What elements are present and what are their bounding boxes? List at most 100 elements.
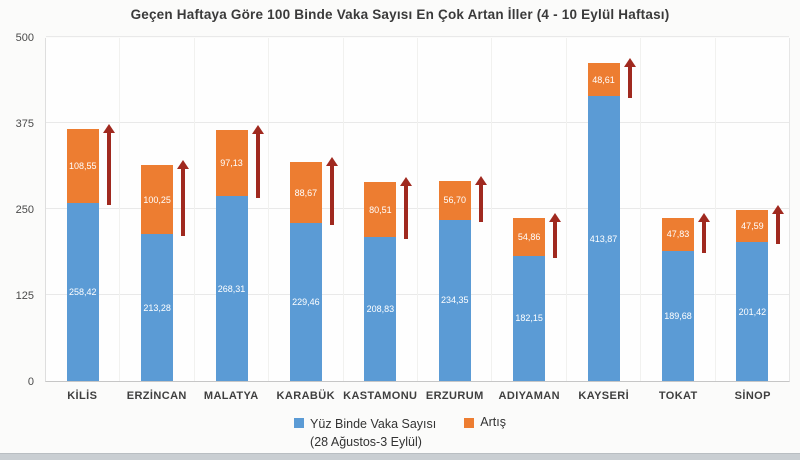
vaka-legend-sublabel: (28 Ağustos-3 Eylül): [310, 435, 422, 450]
artis-bar-segment: 80,51: [364, 181, 397, 238]
artis-legend-swatch: [464, 418, 475, 428]
legend-item-vaka: Yüz Binde Vaka Sayısı (28 Ağustos-3 Eylü…: [294, 415, 436, 451]
artis-bar-segment: 56,70: [438, 180, 471, 220]
arrow-head: [623, 57, 636, 67]
arrow-shaft: [776, 213, 781, 245]
artis-bar-segment: 48,61: [587, 62, 620, 97]
vaka-bar-segment: 229,46: [289, 223, 322, 381]
vaka-bar-segment: 234,35: [438, 219, 471, 381]
bar-column-erzi̇ncan: 100,25 213,28: [120, 38, 195, 381]
bar-column-si̇nop: 47,59 201,42: [716, 38, 789, 381]
arrow-head: [772, 204, 785, 214]
arrow-head: [474, 175, 487, 185]
artis-bar-segment: 47,59: [736, 209, 769, 243]
x-axis-label-erzurum: ERZURUM: [425, 390, 484, 402]
artis-bar-segment: 88,67: [289, 162, 322, 224]
vaka-bar-segment: 258,42: [66, 203, 99, 381]
increase-arrow: [474, 175, 487, 222]
bar-column-kayseri̇: 48,61 413,87: [567, 38, 642, 381]
artis-bar-segment: 97,13: [215, 129, 248, 197]
vaka-value-label: 229,46: [292, 297, 320, 308]
vaka-bar-segment: 268,31: [215, 196, 248, 381]
x-axis-label-tokat: TOKAT: [658, 390, 698, 402]
y-axis: 0 125 250 375 500: [0, 32, 38, 388]
artis-bar-segment: 47,83: [661, 217, 694, 251]
gridline: [46, 36, 789, 37]
arrow-head: [400, 176, 413, 186]
bar-column-karabük: 88,67 229,46: [269, 38, 344, 381]
x-axis-label-kastamonu: KASTAMONU: [343, 390, 418, 402]
vaka-legend-label: Yüz Binde Vaka Sayısı: [310, 417, 437, 431]
vaka-bar-segment: 213,28: [141, 234, 174, 381]
increase-arrow: [177, 160, 190, 237]
vaka-bar-segment: 413,87: [587, 96, 620, 381]
increase-arrow: [697, 212, 710, 253]
vaka-bar-segment: 208,83: [364, 237, 397, 381]
artis-bar-segment: 100,25: [141, 165, 174, 235]
x-axis-label-erzi̇ncan: ERZİNCAN: [126, 390, 187, 402]
artis-value-label: 108,55: [68, 160, 97, 171]
bar-stack: 97,13 268,31: [215, 124, 264, 381]
x-axis-label-karabük: KARABÜK: [276, 390, 335, 402]
arrow-head: [251, 124, 264, 134]
arrow-shaft: [106, 132, 111, 206]
artis-value-label: 48,61: [592, 74, 615, 85]
x-axis-label-malatya: MALATYA: [203, 390, 259, 402]
vaka-value-label: 268,31: [217, 283, 246, 294]
arrow-shaft: [329, 166, 334, 226]
increase-arrow: [623, 57, 636, 99]
y-axis-tick: 500: [15, 32, 34, 44]
x-axis: KİLİS ERZİNCAN MALATYA KARABÜK KASTAMONU ERZU…: [45, 390, 790, 402]
plot-area: 108,55 258,42 100,25 213,28 97,13 268,31 88,67…: [45, 36, 790, 382]
vaka-value-label: 258,42: [68, 287, 97, 298]
arrow-shaft: [553, 221, 558, 258]
artis-value-label: 54,86: [517, 231, 541, 242]
bar-column-ki̇li̇s: 108,55 258,42: [46, 38, 121, 381]
arrow-head: [549, 212, 562, 222]
vaka-value-label: 189,68: [664, 310, 692, 321]
y-axis-tick: 125: [15, 290, 34, 302]
artis-bar-segment: 54,86: [513, 217, 546, 256]
bar-stack: 47,59 201,42: [736, 204, 785, 381]
vaka-bar-segment: 201,42: [736, 242, 769, 381]
bar-stack: 108,55 258,42: [66, 123, 115, 381]
arrow-head: [325, 157, 338, 167]
artis-value-label: 47,83: [666, 229, 690, 240]
increase-arrow: [325, 157, 338, 226]
bar-stack: 47,83 189,68: [661, 212, 710, 381]
y-axis-tick: 250: [15, 204, 34, 216]
increase-arrow: [251, 124, 264, 199]
bar-column-malatya: 97,13 268,31: [195, 38, 270, 381]
legend: Yüz Binde Vaka Sayısı (28 Ağustos-3 Eylü…: [0, 415, 800, 451]
vaka-value-label: 201,42: [738, 306, 767, 317]
vaka-bar-segment: 189,68: [661, 250, 694, 381]
artis-value-label: 80,51: [369, 204, 392, 215]
increase-arrow: [400, 176, 413, 240]
increase-arrow: [102, 123, 115, 206]
x-axis-label-kayseri̇: KAYSERİ: [578, 390, 630, 402]
y-axis-tick: 375: [15, 118, 34, 130]
chart-title: Geçen Haftaya Göre 100 Binde Vaka Sayısı…: [130, 7, 670, 22]
arrow-head: [697, 212, 710, 222]
window-bottom-edge: [0, 453, 800, 460]
bar-column-adiyaman: 54,86 182,15: [492, 38, 567, 381]
bar-stack: 80,51 208,83: [364, 176, 413, 381]
arrow-shaft: [627, 66, 632, 99]
bar-column-tokat: 47,83 189,68: [641, 38, 716, 381]
artis-value-label: 47,59: [741, 221, 764, 232]
arrow-shaft: [181, 169, 186, 237]
arrow-head: [177, 160, 190, 170]
bar-stack: 88,67 229,46: [289, 157, 338, 381]
artis-value-label: 100,25: [143, 194, 171, 205]
vaka-value-label: 213,28: [143, 302, 171, 313]
bar-column-erzurum: 56,70 234,35: [418, 38, 493, 381]
vaka-value-label: 208,83: [366, 304, 395, 315]
legend-item-artis: Artış: [464, 415, 506, 451]
bar-stack: 54,86 182,15: [513, 212, 562, 381]
bar-stack: 100,25 213,28: [141, 160, 190, 381]
arrow-shaft: [404, 185, 409, 240]
bar-stack: 56,70 234,35: [438, 175, 487, 381]
artis-value-label: 97,13: [220, 158, 243, 168]
bar-stack: 48,61 413,87: [587, 57, 636, 381]
x-axis-label-ki̇li̇s: KİLİS: [67, 390, 98, 402]
